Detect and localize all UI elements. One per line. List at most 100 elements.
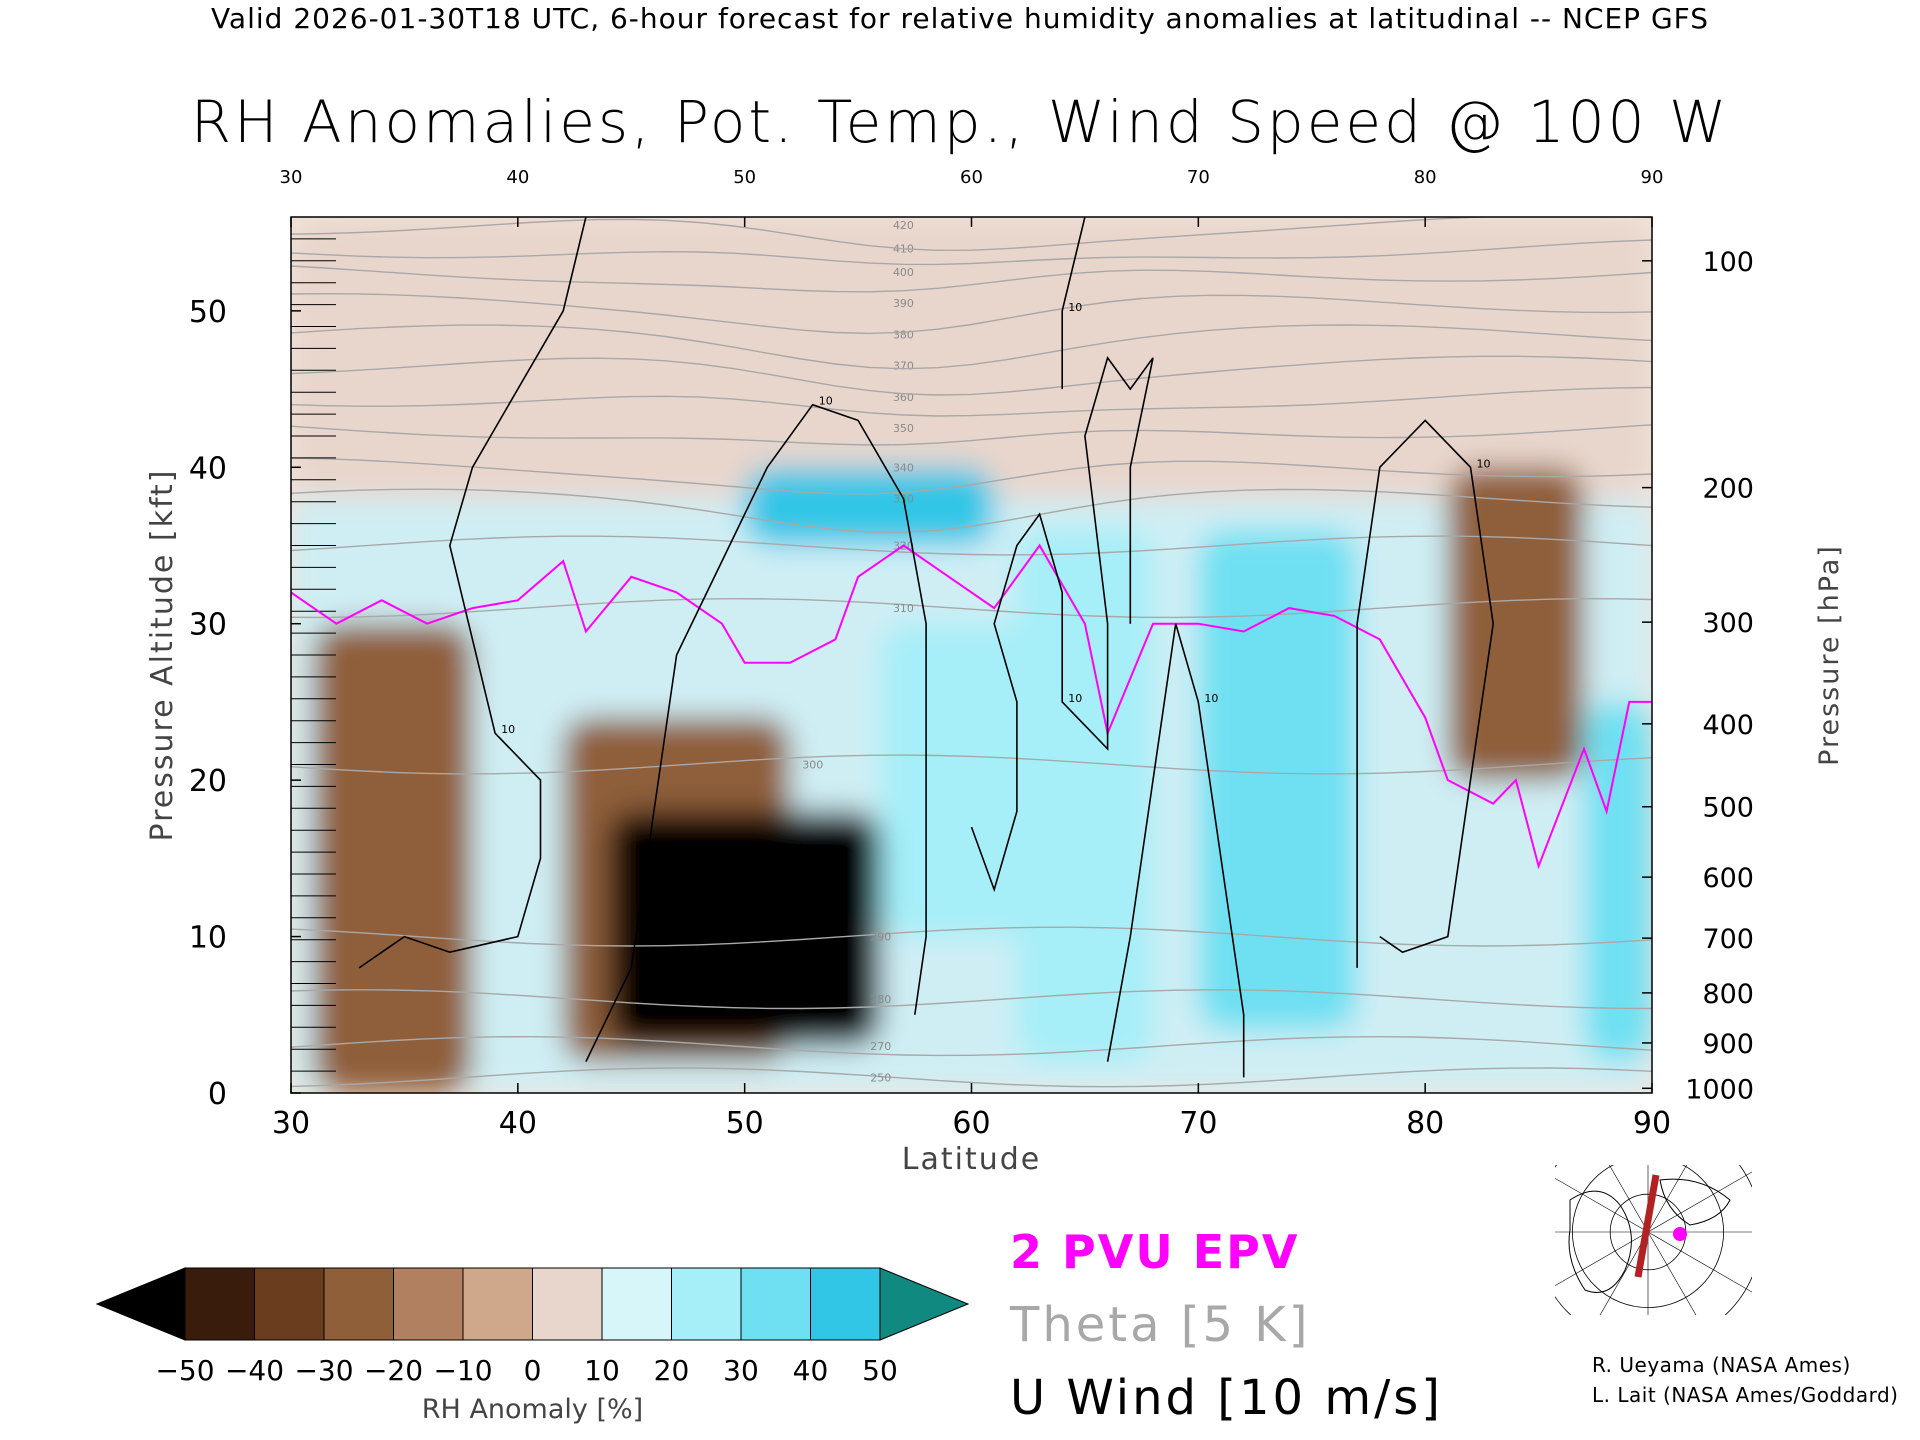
- colorbar-cell: [254, 1267, 325, 1341]
- colorbar-cell: [393, 1267, 464, 1341]
- pressure-tick-label: 700: [1702, 924, 1754, 955]
- epv-2pvu-line: [291, 543, 1652, 870]
- x-tick-label-top: 80: [1414, 167, 1437, 188]
- colorbar-tick-label: 10: [584, 1354, 620, 1387]
- pressure-tick-label: 300: [1702, 608, 1754, 639]
- colorbar-tick-label: −10: [433, 1354, 492, 1387]
- map-meridian: [1555, 1231, 1649, 1287]
- pressure-tick-label: 900: [1702, 1029, 1754, 1060]
- colorbar-tick-label: 50: [862, 1354, 898, 1387]
- rh-region: [1198, 529, 1358, 1031]
- u-wind-contours: 10 10 10 10 10 10: [358, 217, 1495, 1078]
- rh-region: [1583, 701, 1652, 1062]
- theta-line: [291, 754, 1652, 775]
- theta-line: [291, 324, 1652, 370]
- u-wind-label: 10: [501, 723, 515, 736]
- x-tick-label-top: 30: [280, 167, 303, 188]
- colorbar-cell: [184, 1267, 255, 1341]
- credits: R. Ueyama (NASA Ames) L. Lait (NASA Ames…: [1592, 1350, 1898, 1410]
- pressure-tick-label: 1000: [1685, 1074, 1754, 1105]
- x-tick-label-top: 90: [1641, 167, 1664, 188]
- theta-label: 370: [893, 360, 914, 373]
- u-wind-label: 10: [1068, 301, 1082, 314]
- rh-anomaly-field: [291, 217, 1652, 1093]
- y-tick-label: 50: [189, 295, 227, 330]
- theta-label: 390: [893, 297, 914, 310]
- theta-line: [291, 457, 1652, 495]
- theta-label: 350: [893, 422, 914, 435]
- map-meridian: [1647, 1165, 1688, 1233]
- theta-label: 300: [802, 759, 823, 772]
- pressure-tick-label: 100: [1702, 247, 1754, 278]
- map-coastlines: [1568, 1178, 1731, 1293]
- rh-region: [744, 467, 995, 546]
- rh-region: [880, 623, 1063, 937]
- x-tick-label: 80: [1406, 1106, 1444, 1141]
- x-tick-label: 30: [272, 1106, 310, 1141]
- theta-label: 310: [893, 602, 914, 615]
- y-tick-label: 30: [189, 608, 227, 643]
- colorbar-tick-label: −20: [364, 1354, 423, 1387]
- colorbar-label: RH Anomaly [%]: [422, 1394, 643, 1425]
- theta-line: [291, 386, 1652, 417]
- legend-u-wind: U Wind [10 m/s]: [1010, 1370, 1444, 1426]
- theta-label: 280: [870, 993, 891, 1006]
- colorbar-cell: [740, 1267, 811, 1341]
- theta-label: 250: [870, 1071, 891, 1084]
- x-tick-label: 60: [952, 1106, 990, 1141]
- map-meridian: [1599, 1231, 1649, 1315]
- x-tick-label: 40: [499, 1106, 537, 1141]
- theta-line: [291, 1035, 1652, 1057]
- u-wind-line: [1061, 217, 1086, 390]
- theta-line: [291, 1067, 1652, 1088]
- pressure-tick-label: 500: [1702, 793, 1754, 824]
- y-axis-label: Pressure Altitude [kft]: [145, 469, 180, 842]
- rh-region: [608, 811, 881, 1047]
- header-text: Valid 2026-01-30T18 UTC, 6-hour forecast…: [210, 2, 1710, 35]
- theta-line: [291, 424, 1652, 446]
- theta-line: [291, 488, 1652, 534]
- left-hatching: [291, 238, 336, 1093]
- x-tick-label-top: 70: [1187, 167, 1210, 188]
- theta-line: [291, 989, 1652, 1010]
- theta-line: [291, 355, 1652, 396]
- x-tick-label: 90: [1633, 1106, 1671, 1141]
- theta-line: [291, 292, 1652, 335]
- chart-title: RH Anomalies, Pot. Temp., Wind Speed @ 1…: [190, 88, 1730, 156]
- map-meridian: [1647, 1231, 1752, 1293]
- u-wind-line: [358, 217, 587, 969]
- x-axis-label: Latitude: [902, 1142, 1041, 1177]
- colorbar-cell: [532, 1267, 603, 1341]
- theta-line: [291, 265, 1652, 293]
- legend-epv: 2 PVU EPV: [1010, 1225, 1300, 1279]
- colorbar-cell: [601, 1267, 672, 1341]
- colorbar-tick-label: −30: [294, 1354, 353, 1387]
- pressure-tick-label: 200: [1702, 474, 1754, 505]
- theta-label: 380: [893, 328, 914, 341]
- theta-label: 400: [893, 266, 914, 279]
- rh-region: [291, 217, 1652, 499]
- theta-label: 270: [870, 1040, 891, 1053]
- y2-axis-label: Pressure [hPa]: [1814, 544, 1845, 766]
- map-meridian: [1555, 1177, 1649, 1233]
- credit-line-2: L. Lait (NASA Ames/Goddard): [1592, 1383, 1899, 1407]
- theta-line: [291, 535, 1652, 556]
- y-tick-label: 20: [189, 764, 227, 799]
- y-tick-label: 10: [189, 921, 227, 956]
- colorbar-tick-label: −50: [155, 1354, 214, 1387]
- theta-label: 420: [893, 219, 914, 232]
- u-wind-line: [585, 403, 927, 1063]
- x-tick-label-top: 40: [506, 167, 529, 188]
- theta-label: 340: [893, 461, 914, 474]
- u-wind-line: [1356, 419, 1495, 968]
- u-wind-line: [970, 356, 1154, 893]
- colorbar-cell: [671, 1267, 742, 1341]
- u-wind-label: 10: [1477, 457, 1491, 470]
- theta-contours: 2502702802903003103203303403503603703803…: [291, 217, 1652, 1088]
- map-location-dot: [1673, 1227, 1687, 1241]
- colorbar-tick-label: 20: [654, 1354, 690, 1387]
- theta-line: [291, 239, 1652, 266]
- credit-line-1: R. Ueyama (NASA Ames): [1592, 1353, 1851, 1377]
- rh-region: [313, 623, 473, 1093]
